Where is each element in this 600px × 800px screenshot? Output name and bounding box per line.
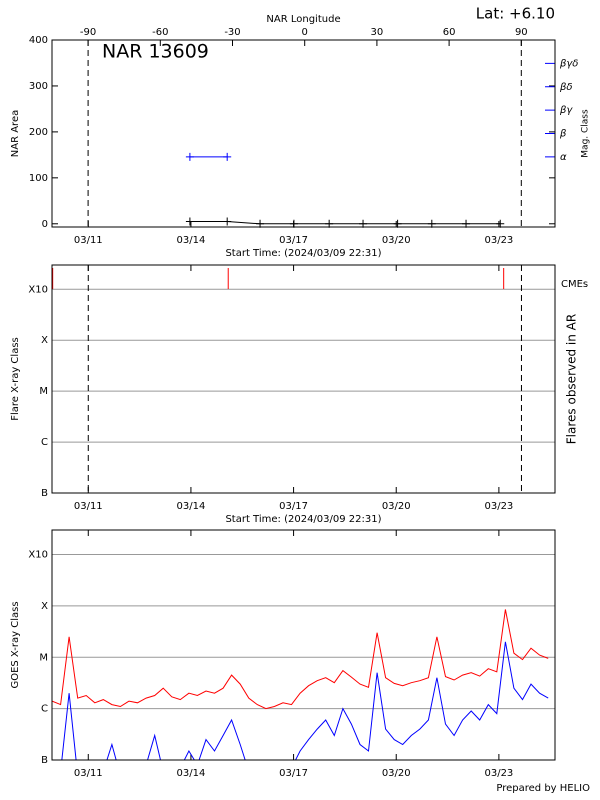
y-tick-label: 0 xyxy=(42,219,48,230)
y2-tick-label: βγδ xyxy=(559,58,578,69)
plot-frame xyxy=(51,264,556,494)
x-tick-label: 03/17 xyxy=(279,768,308,779)
y-tick-label: X10 xyxy=(28,550,48,561)
y-tick-label: M xyxy=(39,386,48,397)
y-tick-label: X10 xyxy=(28,284,48,295)
x-tick-label: 03/14 xyxy=(177,501,206,512)
x2-tick-label: -60 xyxy=(152,27,168,38)
x2-axis-label: NAR Longitude xyxy=(266,14,340,25)
y-tick-label: B xyxy=(41,488,48,499)
point-marker xyxy=(325,219,334,228)
y-tick-label: 400 xyxy=(29,35,48,46)
y-tick-label: B xyxy=(41,755,48,766)
y-tick-label: C xyxy=(41,437,48,448)
y2-tick-label: βγ xyxy=(559,105,573,116)
x-tick-label: 03/23 xyxy=(484,235,513,246)
panel-title: NAR 13609 xyxy=(102,41,209,63)
x-tick-label: 03/11 xyxy=(74,501,103,512)
y-tick-label: 200 xyxy=(29,127,48,138)
annotation: Lat: +6.10 xyxy=(476,5,555,23)
x-tick-label: 03/20 xyxy=(382,501,411,512)
x-axis-label: Start Time: (2024/03/09 22:31) xyxy=(225,514,381,525)
point-marker xyxy=(462,219,471,228)
x2-tick-label: 30 xyxy=(371,27,384,38)
x2-tick-label: -90 xyxy=(80,27,96,38)
x-tick-label: 03/23 xyxy=(484,768,513,779)
y-axis-label: GOES X-ray Class xyxy=(10,601,21,688)
x2-tick-label: -30 xyxy=(224,27,240,38)
cme-legend: CMEs xyxy=(561,279,588,290)
x-tick-label: 03/11 xyxy=(74,235,103,246)
y2-axis-label: Flares observed in AR xyxy=(565,314,579,444)
y2-tick-label: α xyxy=(560,152,567,163)
series-line xyxy=(61,641,549,760)
y-tick-label: 100 xyxy=(29,173,48,184)
y-tick-label: 300 xyxy=(29,81,48,92)
x-tick-label: 03/17 xyxy=(279,235,308,246)
y-axis-label: Flare X-ray Class xyxy=(10,337,21,421)
x-tick-label: 03/14 xyxy=(177,768,206,779)
point-marker xyxy=(185,152,194,161)
plot-frame xyxy=(51,529,556,761)
point-marker xyxy=(496,219,505,228)
footer: Prepared by HELIO xyxy=(496,783,590,794)
x-tick-label: 03/11 xyxy=(74,768,103,779)
series-line xyxy=(52,609,549,710)
point-marker xyxy=(223,152,232,161)
x-tick-label: 03/17 xyxy=(279,501,308,512)
x-tick-label: 03/23 xyxy=(484,501,513,512)
x2-tick-label: 90 xyxy=(515,27,528,38)
x-tick-label: 03/20 xyxy=(382,768,411,779)
point-marker xyxy=(393,219,402,228)
y2-tick-label: β xyxy=(559,129,567,140)
point-marker xyxy=(223,217,232,226)
point-marker xyxy=(427,219,436,228)
point-marker xyxy=(185,217,194,226)
y-tick-label: C xyxy=(41,704,48,715)
x2-tick-label: 60 xyxy=(443,27,456,38)
y-tick-label: X xyxy=(41,335,48,346)
series-line xyxy=(189,221,501,225)
y2-axis-label: Mag. Class xyxy=(581,109,591,158)
point-marker xyxy=(289,219,298,228)
y-tick-label: X xyxy=(41,601,48,612)
y2-tick-label: βδ xyxy=(559,82,573,93)
point-marker xyxy=(256,219,265,228)
x-tick-label: 03/20 xyxy=(382,235,411,246)
x2-tick-label: 0 xyxy=(302,27,308,38)
x-axis-label: Start Time: (2024/03/09 22:31) xyxy=(225,248,381,259)
y-axis-label: NAR Area xyxy=(10,110,21,157)
point-marker xyxy=(359,219,368,228)
y-tick-label: M xyxy=(39,652,48,663)
x-tick-label: 03/14 xyxy=(177,235,206,246)
plot-frame xyxy=(51,39,556,228)
